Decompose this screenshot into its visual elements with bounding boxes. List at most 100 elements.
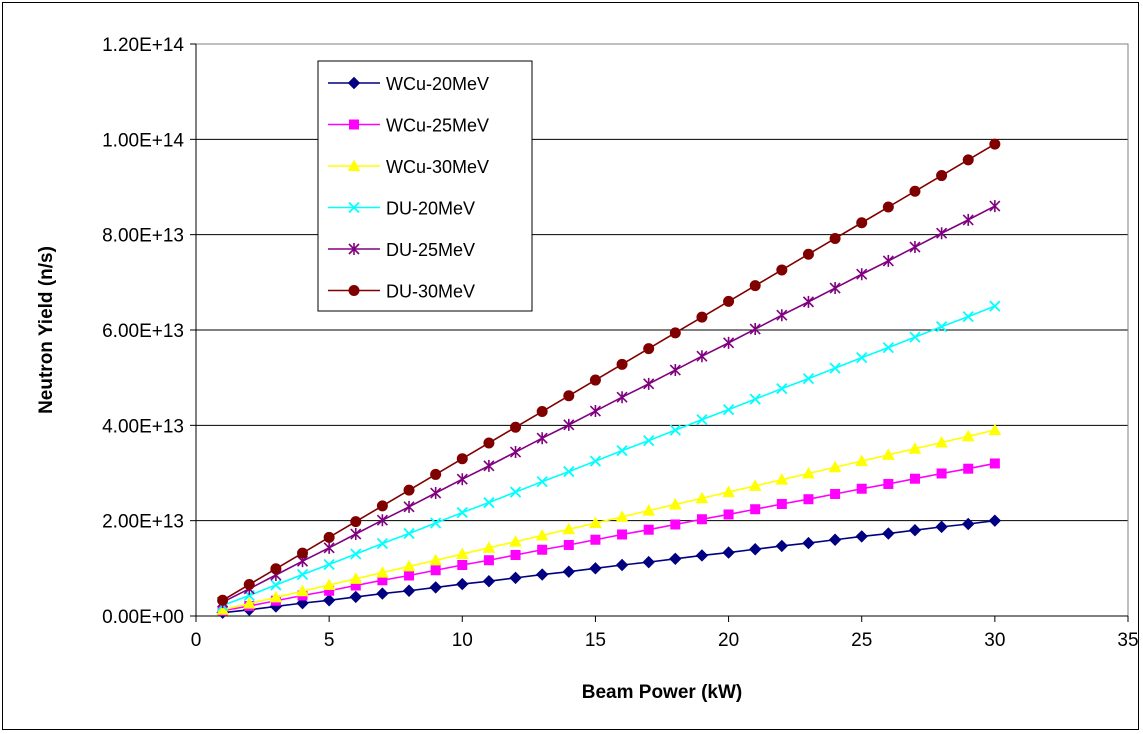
data-point bbox=[482, 574, 496, 588]
data-point bbox=[350, 516, 362, 528]
data-point bbox=[802, 372, 815, 385]
data-point bbox=[483, 496, 495, 509]
data-point bbox=[563, 465, 575, 478]
legend-box bbox=[317, 60, 533, 312]
data-point bbox=[908, 523, 922, 537]
data-point bbox=[908, 442, 922, 454]
data-point bbox=[536, 475, 548, 488]
data-point bbox=[535, 528, 549, 541]
x-tick-label: 35 bbox=[1117, 630, 1138, 651]
data-point bbox=[829, 282, 841, 295]
data-point bbox=[856, 217, 868, 229]
data-point bbox=[962, 311, 974, 323]
data-point bbox=[776, 264, 788, 276]
legend-marker bbox=[347, 159, 361, 171]
data-point bbox=[669, 327, 681, 339]
data-point bbox=[403, 527, 415, 540]
data-point bbox=[642, 555, 655, 569]
data-point bbox=[217, 594, 229, 606]
data-point bbox=[723, 509, 734, 520]
data-point bbox=[668, 497, 682, 510]
legend-marker bbox=[348, 201, 360, 214]
data-point bbox=[802, 248, 814, 260]
data-point bbox=[802, 466, 815, 479]
legend-label: WCu-25MeV bbox=[386, 116, 489, 136]
series-line bbox=[222, 305, 996, 607]
data-point bbox=[563, 390, 575, 402]
data-point bbox=[509, 446, 522, 459]
data-point bbox=[270, 563, 282, 575]
data-point bbox=[989, 138, 1001, 150]
data-point bbox=[404, 570, 415, 581]
data-point bbox=[749, 280, 761, 292]
data-point bbox=[643, 434, 655, 447]
data-point bbox=[748, 543, 762, 556]
x-tick-label: 15 bbox=[585, 630, 606, 651]
data-point bbox=[776, 309, 788, 322]
series-line bbox=[222, 429, 996, 611]
series-WCu-30MeV bbox=[216, 423, 1002, 615]
data-point bbox=[803, 494, 814, 505]
data-point bbox=[429, 553, 443, 566]
data-point bbox=[456, 473, 468, 486]
series-DU-30MeV bbox=[217, 138, 1001, 606]
data-point bbox=[936, 170, 948, 182]
data-point bbox=[349, 572, 363, 584]
x-axis-title: Beam Power (kW) bbox=[582, 682, 742, 703]
y-tick-label: 1.20E+14 bbox=[102, 35, 184, 56]
data-point bbox=[243, 579, 255, 591]
legend-item: WCu-20MeV bbox=[328, 74, 489, 94]
data-point bbox=[802, 536, 815, 550]
axes: 0.00E+00 2.00E+13 4.00E+13 6.00E+13 8.00E+13… bbox=[102, 35, 1138, 651]
data-point bbox=[856, 268, 868, 281]
data-point bbox=[696, 311, 708, 323]
data-point bbox=[749, 323, 761, 336]
legend: WCu-20MeV WCu-25MeV WCu-30MeV DU-20MeV DU-25… bbox=[317, 60, 533, 312]
legend-label: WCu-30MeV bbox=[386, 157, 489, 177]
x-tick-label: 20 bbox=[718, 630, 739, 651]
data-point bbox=[430, 565, 441, 576]
x-tick-label: 10 bbox=[452, 630, 473, 651]
data-point bbox=[509, 535, 522, 547]
data-point bbox=[483, 437, 495, 449]
data-point bbox=[722, 546, 735, 559]
series-line bbox=[222, 205, 996, 603]
data-point bbox=[909, 473, 920, 484]
data-point bbox=[935, 435, 948, 448]
data-point bbox=[590, 534, 601, 545]
data-point bbox=[829, 232, 841, 244]
data-point bbox=[669, 552, 682, 566]
data-point bbox=[269, 590, 283, 603]
data-point bbox=[430, 468, 442, 480]
data-point bbox=[615, 558, 629, 572]
data-point bbox=[615, 510, 629, 522]
data-point bbox=[562, 522, 576, 535]
data-point bbox=[589, 455, 602, 467]
legend-marker bbox=[347, 76, 361, 90]
data-point bbox=[962, 154, 974, 166]
data-point bbox=[935, 520, 948, 534]
data-point bbox=[376, 500, 388, 512]
data-point bbox=[482, 541, 496, 553]
data-point bbox=[882, 254, 894, 267]
data-point bbox=[457, 559, 468, 570]
data-point bbox=[510, 421, 522, 433]
series-line bbox=[222, 462, 996, 612]
data-point bbox=[669, 424, 681, 436]
data-point bbox=[882, 201, 894, 213]
data-point bbox=[456, 453, 468, 465]
data-point bbox=[509, 571, 522, 585]
data-point bbox=[616, 444, 628, 457]
data-point bbox=[856, 483, 867, 494]
legend-item: WCu-25MeV bbox=[328, 116, 489, 136]
data-point bbox=[775, 539, 789, 553]
data-point bbox=[909, 241, 921, 254]
y-tick-label: 1.00E+14 bbox=[102, 130, 184, 151]
data-point bbox=[376, 514, 388, 527]
y-tick-label: 6.00E+13 bbox=[102, 321, 184, 342]
data-point bbox=[296, 584, 309, 597]
data-point bbox=[402, 559, 416, 572]
data-point bbox=[722, 485, 735, 498]
data-point bbox=[855, 454, 869, 467]
